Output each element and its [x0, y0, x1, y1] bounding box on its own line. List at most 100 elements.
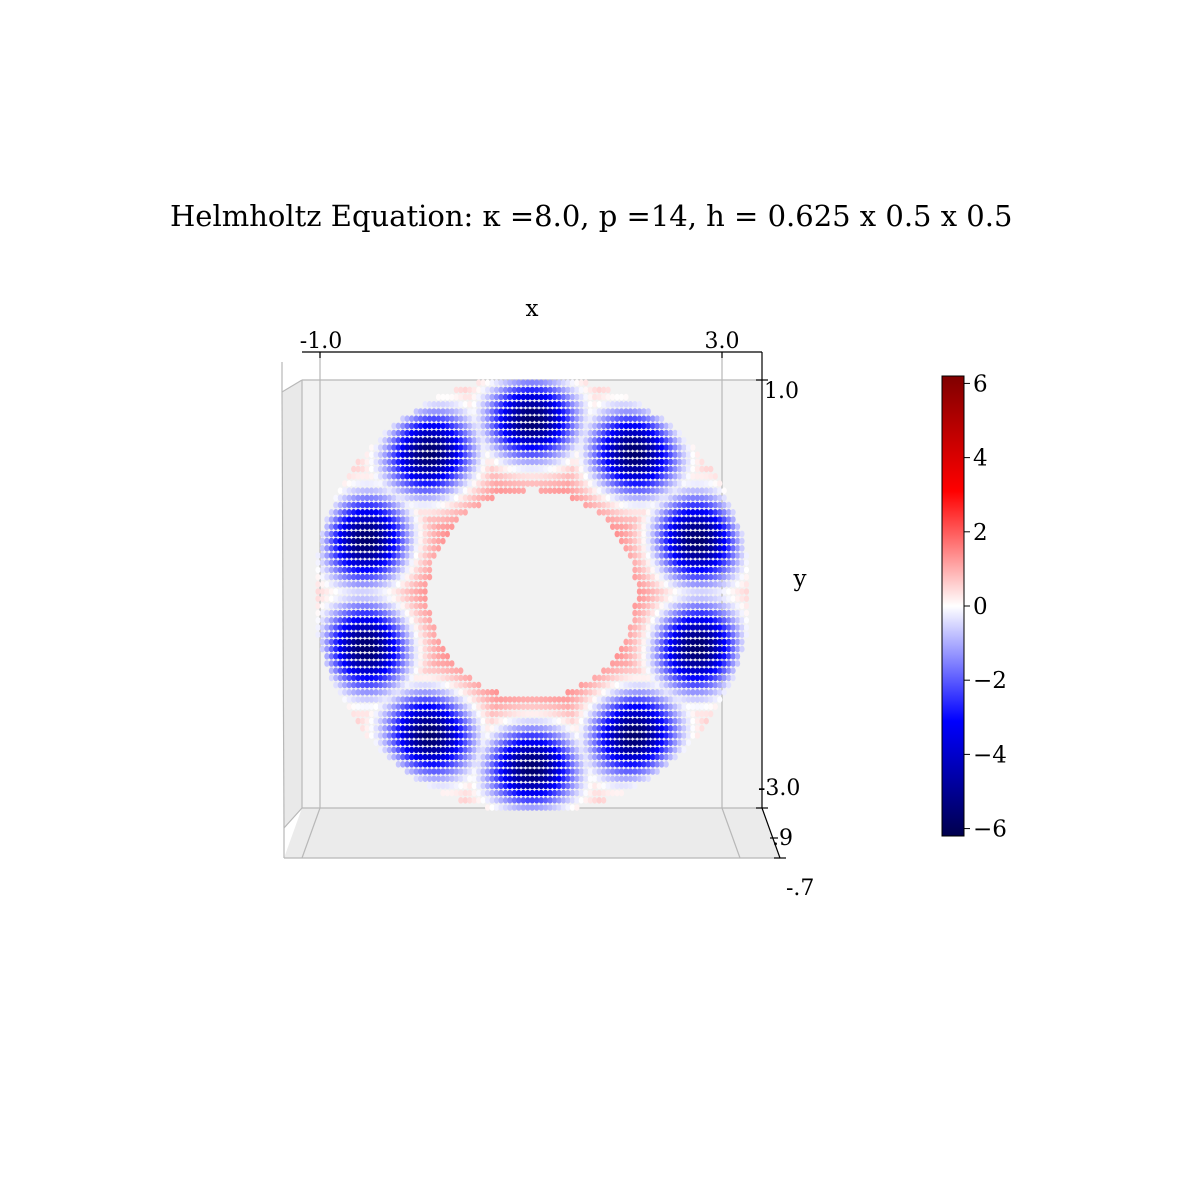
scatter-point: [427, 545, 433, 552]
scatter-point: [627, 422, 634, 430]
scatter-point: [427, 415, 433, 423]
scatter-point: [435, 746, 442, 754]
scatter-point: [556, 393, 562, 401]
scatter-point: [444, 487, 450, 495]
scatter-point: [699, 545, 705, 552]
scatter-point: [730, 609, 736, 617]
scatter-point: [547, 408, 553, 415]
scatter-point: [578, 732, 584, 739]
scatter-point: [333, 509, 339, 516]
scatter-point: [360, 581, 366, 588]
scatter-point: [355, 689, 361, 696]
scatter-point: [672, 437, 678, 444]
scatter-point: [672, 573, 678, 581]
scatter-point: [623, 696, 629, 703]
scatter-point: [364, 509, 370, 516]
scatter-point: [632, 732, 638, 739]
scatter-point: [395, 689, 401, 696]
scatter-point: [355, 545, 361, 552]
scatter-point: [610, 487, 616, 495]
scatter-point: [368, 537, 375, 545]
scatter-point: [431, 725, 437, 732]
scatter-point: [614, 408, 620, 415]
scatter-point: [507, 696, 513, 703]
scatter-point: [498, 804, 504, 811]
scatter-point: [368, 552, 375, 559]
scatter-point: [453, 401, 459, 408]
scatter-point: [409, 573, 415, 581]
scatter-point: [641, 465, 647, 473]
scatter-point: [467, 415, 473, 423]
scatter-point: [694, 609, 701, 617]
scatter-point: [556, 451, 562, 459]
scatter-point: [681, 717, 687, 725]
scatter-point: [422, 674, 428, 682]
scatter-point: [547, 725, 553, 732]
scatter-point: [592, 768, 598, 775]
scatter-point: [351, 516, 357, 523]
scatter-point: [694, 509, 701, 516]
scatter-point: [498, 717, 504, 725]
scatter-point: [605, 746, 611, 754]
scatter-point: [418, 775, 424, 782]
scatter-point: [668, 530, 674, 538]
scatter-point: [489, 746, 495, 754]
scatter-point: [489, 789, 495, 797]
scatter-point: [574, 789, 580, 797]
scatter-point: [735, 523, 741, 530]
scatter-point: [467, 703, 473, 710]
scatter-point: [476, 725, 482, 732]
scatter-point: [717, 545, 723, 552]
scatter-point: [654, 451, 660, 459]
scatter-point: [386, 559, 392, 566]
scatter-point: [493, 393, 500, 401]
scatter-point: [668, 523, 674, 530]
scatter-point: [654, 581, 660, 588]
scatter-point: [485, 761, 491, 768]
scatter-point: [708, 545, 714, 552]
scatter-point: [565, 768, 571, 775]
scatter-point: [377, 487, 384, 495]
scatter-point: [650, 617, 656, 624]
scatter-point: [694, 480, 701, 487]
scatter-point: [654, 429, 660, 437]
scatter-point: [534, 458, 540, 466]
scatter-point: [694, 710, 701, 718]
scatter-point: [319, 566, 325, 574]
scatter-point: [605, 451, 611, 459]
scatter-point: [556, 782, 562, 790]
scatter-point: [703, 559, 709, 566]
scatter-point: [712, 617, 718, 624]
scatter-point: [404, 545, 410, 552]
scatter-point: [422, 609, 428, 617]
scatter-point: [560, 444, 567, 451]
scatter-point: [382, 703, 388, 710]
scatter-point: [650, 660, 656, 667]
scatter-point: [632, 609, 638, 617]
scatter-point: [560, 408, 567, 415]
scatter-point: [337, 559, 343, 566]
scatter-point: [462, 386, 468, 394]
y-tick-label: 1.0: [764, 379, 799, 404]
scatter-point: [404, 660, 410, 667]
scatter-point: [578, 473, 584, 480]
scatter-point: [480, 415, 486, 423]
scatter-point: [668, 602, 674, 610]
scatter-point: [368, 667, 375, 674]
scatter-point: [668, 725, 674, 732]
scatter-point: [351, 523, 357, 530]
scatter-point: [703, 617, 709, 624]
scatter-point: [435, 429, 442, 437]
scatter-point: [663, 437, 669, 444]
y-tick-label: -3.0: [758, 776, 800, 801]
scatter-point: [404, 559, 410, 566]
scatter-point: [569, 804, 576, 811]
scatter-point: [641, 451, 647, 459]
scatter-point: [427, 451, 433, 459]
scatter-point: [346, 530, 352, 538]
scatter-point: [427, 501, 433, 509]
scatter-point: [502, 739, 509, 746]
scatter-point: [360, 552, 366, 559]
scatter-point: [400, 602, 406, 610]
scatter-point: [538, 696, 544, 703]
